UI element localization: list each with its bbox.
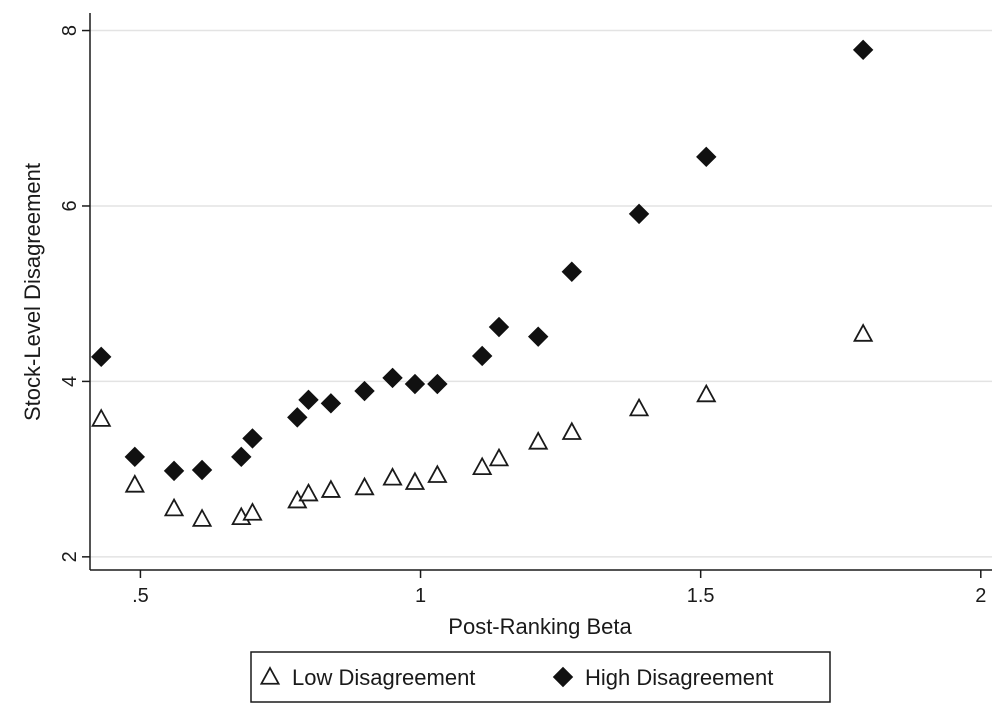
low-disagreement-point	[628, 397, 650, 417]
data-points	[90, 39, 874, 527]
high-disagreement-point	[527, 326, 549, 347]
high-disagreement-point	[852, 39, 874, 61]
high-disagreement-point	[628, 203, 650, 225]
low-disagreement-point	[472, 456, 493, 476]
low-disagreement-point	[320, 479, 342, 498]
low-disagreement-point	[427, 464, 448, 483]
low-disagreement-point	[561, 421, 582, 440]
high-disagreement-point	[298, 389, 319, 411]
high-disagreement-point	[320, 393, 342, 414]
x-tick-label: .5	[132, 585, 149, 607]
low-disagreement-point	[163, 497, 185, 517]
high-disagreement-point	[242, 428, 263, 449]
y-tick-label: 2	[59, 551, 81, 562]
low-disagreement-point	[488, 447, 510, 467]
series-0	[91, 323, 874, 527]
high-disagreement-point	[382, 367, 403, 389]
high-disagreement-point	[354, 380, 375, 402]
high-disagreement-point	[231, 446, 252, 468]
high-disagreement-point	[163, 460, 185, 482]
legend-low-disagreement-marker	[259, 666, 281, 685]
y-tick-label: 8	[59, 25, 81, 36]
y-tick-label: 6	[59, 200, 81, 211]
x-axis-label: Post-Ranking Beta	[448, 614, 632, 639]
high-disagreement-point	[696, 146, 717, 168]
series-1	[90, 39, 874, 482]
legend-box	[250, 651, 831, 703]
legend: Low Disagreement High Disagreement	[250, 651, 831, 703]
legend-label-1: High Disagreement	[585, 665, 773, 690]
y-axis-label: Stock-Level Disagreement	[20, 163, 45, 421]
x-tick-label: 2	[975, 585, 986, 607]
x-tick-label: 1	[415, 585, 426, 607]
low-disagreement-point	[242, 502, 263, 521]
low-disagreement-point	[404, 471, 426, 490]
high-disagreement-point	[561, 261, 583, 282]
high-disagreement-point	[90, 346, 112, 368]
high-disagreement-point	[471, 345, 493, 367]
low-disagreement-point	[852, 323, 874, 342]
low-disagreement-point	[382, 467, 403, 486]
legend-high-disagreement-marker	[552, 666, 574, 688]
high-disagreement-point	[404, 373, 426, 395]
axes: 2 4 6 8 .5 1 1.5 2	[59, 13, 992, 607]
high-disagreement-point	[287, 407, 308, 428]
high-disagreement-point	[427, 373, 448, 395]
y-tick-label: 4	[59, 376, 81, 387]
low-disagreement-point	[298, 482, 319, 502]
legend-label-0: Low Disagreement	[292, 665, 475, 690]
low-disagreement-point	[124, 474, 145, 493]
high-disagreement-point	[191, 459, 213, 481]
low-disagreement-point	[191, 508, 213, 527]
low-disagreement-point	[528, 431, 549, 450]
x-tick-label: 1.5	[687, 585, 715, 607]
legend-items: Low Disagreement High Disagreement	[259, 665, 773, 690]
low-disagreement-point	[354, 476, 375, 496]
low-disagreement-point	[696, 383, 717, 403]
gridlines	[90, 29, 992, 558]
high-disagreement-point	[124, 446, 146, 468]
high-disagreement-point	[488, 316, 510, 338]
low-disagreement-point	[91, 408, 112, 427]
